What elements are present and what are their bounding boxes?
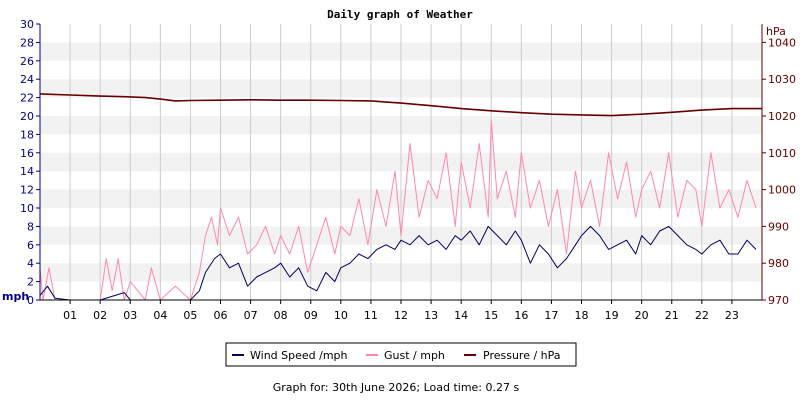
x-tick-label: 10 — [334, 309, 348, 322]
left-tick-label: 16 — [20, 147, 34, 160]
x-tick-label: 23 — [725, 309, 739, 322]
left-tick-label: 30 — [20, 18, 34, 31]
x-tick-label: 04 — [153, 309, 167, 322]
x-tick-label: 07 — [244, 309, 258, 322]
x-tick-label: 18 — [575, 309, 589, 322]
x-tick-label: 22 — [695, 309, 709, 322]
left-tick-label: 0 — [27, 294, 34, 307]
x-tick-label: 06 — [214, 309, 228, 322]
right-tick-label: 1000 — [768, 184, 796, 197]
left-axis-unit: mph — [2, 290, 29, 303]
right-axis-unit: hPa — [766, 25, 786, 38]
x-tick-label: 19 — [605, 309, 619, 322]
chart-title: Daily graph of Weather — [327, 8, 473, 21]
left-tick-label: 8 — [27, 220, 34, 233]
legend-label-wind: Wind Speed /mph — [250, 349, 348, 362]
left-tick-label: 26 — [20, 55, 34, 68]
x-tick-label: 17 — [544, 309, 558, 322]
x-tick-label: 20 — [635, 309, 649, 322]
x-tick-label: 12 — [394, 309, 408, 322]
series-line-gust — [39, 120, 757, 301]
left-tick-label: 22 — [20, 92, 34, 105]
right-tick-label: 990 — [768, 220, 789, 233]
series-line-pressure — [39, 93, 762, 117]
x-tick-label: 01 — [63, 309, 77, 322]
x-tick-label: 08 — [274, 309, 288, 322]
legend-label-gust: Gust / mph — [384, 349, 445, 362]
left-tick-label: 18 — [20, 128, 34, 141]
x-tick-label: 13 — [424, 309, 438, 322]
footer-text: Graph for: 30th June 2026; Load time: 0.… — [273, 381, 520, 394]
x-tick-label: 14 — [454, 309, 468, 322]
left-tick-label: 12 — [20, 184, 34, 197]
x-tick-label: 02 — [93, 309, 107, 322]
legend-box — [225, 342, 577, 367]
x-tick-label: 21 — [665, 309, 679, 322]
left-tick-label: 2 — [27, 276, 34, 289]
x-tick-label: 03 — [123, 309, 137, 322]
right-tick-label: 1020 — [768, 110, 796, 123]
x-tick-label: 09 — [304, 309, 318, 322]
right-tick-label: 980 — [768, 257, 789, 270]
x-tick-label: 11 — [364, 309, 378, 322]
right-tick-label: 1010 — [768, 147, 796, 160]
left-tick-label: 20 — [20, 110, 34, 123]
chart-series — [39, 93, 762, 301]
x-tick-label: 16 — [514, 309, 528, 322]
left-tick-label: 14 — [20, 165, 34, 178]
left-tick-label: 24 — [20, 73, 34, 86]
x-tick-label: 15 — [484, 309, 498, 322]
left-tick-label: 4 — [27, 257, 34, 270]
x-tick-label: 05 — [183, 309, 197, 322]
legend-label-pressure: Pressure / hPa — [483, 349, 561, 362]
left-tick-label: 6 — [27, 239, 34, 252]
legend: Wind Speed /mph Gust / mph Pressure / hP… — [225, 342, 577, 367]
chart-axes: 0246810121416182022242628309709809901000… — [20, 18, 796, 322]
right-tick-label: 1040 — [768, 36, 796, 49]
right-tick-label: 970 — [768, 294, 789, 307]
left-tick-label: 28 — [20, 36, 34, 49]
left-tick-label: 10 — [20, 202, 34, 215]
right-tick-label: 1030 — [768, 73, 796, 86]
series-line-wind-speed — [39, 225, 757, 301]
